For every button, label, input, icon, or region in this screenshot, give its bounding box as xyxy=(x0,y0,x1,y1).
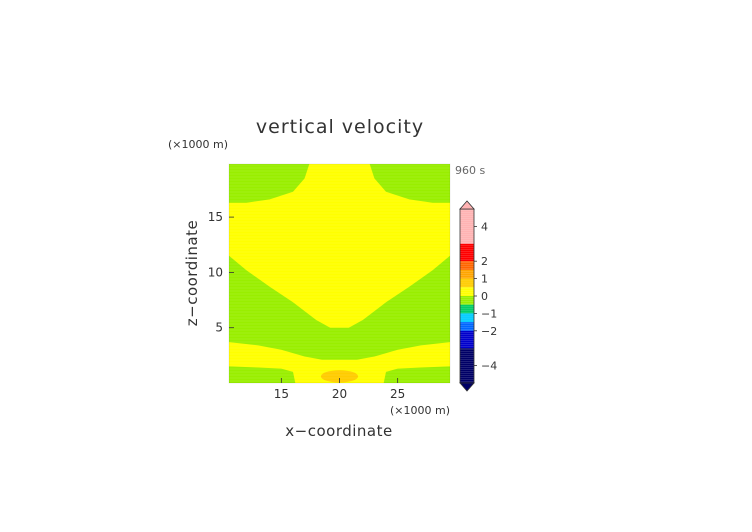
x-tick-label: 20 xyxy=(332,387,347,401)
colorbar-segment xyxy=(460,209,474,244)
x-tick-label: 15 xyxy=(274,387,289,401)
x-axis-label: x−coordinate xyxy=(285,422,392,440)
colorbar-label: 4 xyxy=(481,220,488,233)
chart-title: vertical velocity xyxy=(256,116,424,138)
colorbar-label: −1 xyxy=(481,307,497,320)
colorbar-segment xyxy=(460,348,474,383)
colorbar-label: −4 xyxy=(481,360,497,373)
plot-area xyxy=(229,164,450,383)
colorbar: 4 2 1 0 −1 −2 −4 xyxy=(459,200,497,392)
colorbar-segment xyxy=(460,287,474,296)
y-axis-ticks: 5 10 15 xyxy=(208,210,234,335)
y-tick-label: 15 xyxy=(208,210,223,224)
x-tick-label: 25 xyxy=(390,387,405,401)
colorbar-segment xyxy=(460,330,474,349)
x-axis-ticks: 15 20 25 xyxy=(274,378,405,401)
colorbar-label: 2 xyxy=(481,255,488,268)
colorbar-label: 0 xyxy=(481,290,488,303)
upper-positive-region xyxy=(229,164,450,328)
colorbar-segment xyxy=(460,243,474,262)
colorbar-label: 1 xyxy=(481,273,488,286)
y-axis-label: z−coordinate xyxy=(183,220,201,326)
y-tick-label: 5 xyxy=(215,321,223,335)
surface-maximum xyxy=(320,370,359,383)
colorbar-segment xyxy=(460,278,474,288)
colorbar-segment xyxy=(460,269,474,279)
scanline-texture xyxy=(229,164,450,382)
colorbar-segment xyxy=(460,304,474,314)
colorbar-segment xyxy=(460,322,474,331)
x-axis-unit: (×1000 m) xyxy=(390,404,450,417)
colorbar-extend-min xyxy=(459,382,475,392)
colorbar-segment xyxy=(460,313,474,323)
colorbar-segment xyxy=(460,261,474,270)
colorbar-segment xyxy=(460,296,474,305)
y-axis-unit: (×1000 m) xyxy=(168,138,228,151)
lower-positive-band xyxy=(229,342,450,383)
time-label: 960 s xyxy=(455,164,485,177)
colorbar-label: −2 xyxy=(481,325,497,338)
y-tick-label: 10 xyxy=(208,265,223,279)
colorbar-extend-max xyxy=(459,200,475,210)
